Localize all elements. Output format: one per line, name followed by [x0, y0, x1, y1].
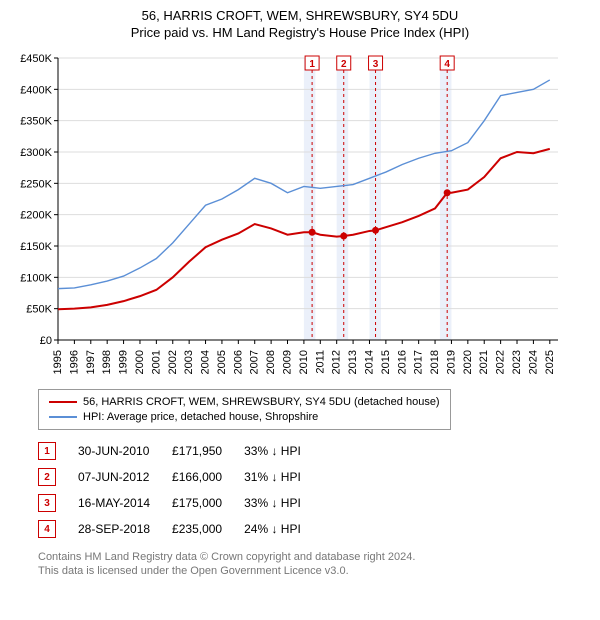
sale-marker: 3 [38, 494, 56, 512]
svg-text:2019: 2019 [445, 350, 457, 374]
svg-text:2: 2 [341, 59, 347, 70]
sales-table: 1 30-JUN-2010£171,95033% ↓ HPI 2 07-JUN-201… [38, 438, 323, 542]
sale-price: £175,000 [172, 490, 244, 516]
chart-title-block: 56, HARRIS CROFT, WEM, SHREWSBURY, SY4 5… [8, 8, 592, 40]
svg-text:2024: 2024 [527, 350, 539, 374]
svg-text:1: 1 [309, 59, 315, 70]
legend-row: HPI: Average price, detached house, Shro… [49, 411, 440, 423]
svg-text:2017: 2017 [413, 350, 425, 374]
title-sub: Price paid vs. HM Land Registry's House … [8, 25, 592, 40]
svg-text:3: 3 [373, 59, 379, 70]
footer-line: This data is licensed under the Open Gov… [38, 564, 592, 578]
chart-container: 1 2 3 4 £0 £50K £100K £150K £200K £250K £300K £350K… [8, 48, 592, 381]
svg-text:2005: 2005 [216, 350, 228, 374]
svg-text:2018: 2018 [429, 350, 441, 374]
table-row: 1 30-JUN-2010£171,95033% ↓ HPI [38, 438, 323, 464]
svg-text:2004: 2004 [200, 350, 212, 374]
svg-text:£250K: £250K [20, 178, 52, 190]
sale-marker: 2 [38, 468, 56, 486]
title-main: 56, HARRIS CROFT, WEM, SHREWSBURY, SY4 5… [8, 8, 592, 23]
svg-text:£50K: £50K [26, 304, 52, 316]
legend-swatch [49, 416, 77, 418]
svg-text:2020: 2020 [462, 350, 474, 374]
legend-row: 56, HARRIS CROFT, WEM, SHREWSBURY, SY4 5… [49, 396, 440, 408]
table-row: 4 28-SEP-2018£235,00024% ↓ HPI [38, 516, 323, 542]
svg-text:1996: 1996 [68, 350, 80, 374]
legend-swatch [49, 401, 77, 403]
svg-text:£0: £0 [40, 335, 52, 347]
legend: 56, HARRIS CROFT, WEM, SHREWSBURY, SY4 5… [38, 389, 451, 430]
svg-text:2006: 2006 [232, 350, 244, 374]
table-row: 2 07-JUN-2012£166,00031% ↓ HPI [38, 464, 323, 490]
svg-text:2000: 2000 [134, 350, 146, 374]
svg-text:1999: 1999 [118, 350, 130, 374]
svg-text:2014: 2014 [363, 350, 375, 374]
svg-text:2003: 2003 [183, 350, 195, 374]
svg-text:2008: 2008 [265, 350, 277, 374]
sale-date: 28-SEP-2018 [78, 516, 172, 542]
svg-text:2009: 2009 [282, 350, 294, 374]
sale-delta: 24% ↓ HPI [244, 516, 323, 542]
svg-text:1995: 1995 [52, 350, 64, 374]
svg-text:2007: 2007 [249, 350, 261, 374]
svg-text:2015: 2015 [380, 350, 392, 374]
svg-text:2016: 2016 [396, 350, 408, 374]
svg-text:2011: 2011 [314, 350, 326, 374]
svg-text:2022: 2022 [495, 350, 507, 374]
svg-text:1997: 1997 [85, 350, 97, 374]
svg-text:2023: 2023 [511, 350, 523, 374]
svg-text:£100K: £100K [20, 272, 52, 284]
svg-text:£350K: £350K [20, 116, 52, 128]
svg-text:£300K: £300K [20, 147, 52, 159]
legend-label: 56, HARRIS CROFT, WEM, SHREWSBURY, SY4 5… [83, 396, 440, 408]
svg-text:£450K: £450K [20, 53, 52, 65]
sale-date: 16-MAY-2014 [78, 490, 172, 516]
sale-delta: 33% ↓ HPI [244, 438, 323, 464]
sale-delta: 31% ↓ HPI [244, 464, 323, 490]
svg-text:2010: 2010 [298, 350, 310, 374]
table-row: 3 16-MAY-2014£175,00033% ↓ HPI [38, 490, 323, 516]
svg-text:£150K: £150K [20, 241, 52, 253]
footer-line: Contains HM Land Registry data © Crown c… [38, 550, 592, 564]
sale-price: £235,000 [172, 516, 244, 542]
footer: Contains HM Land Registry data © Crown c… [38, 550, 592, 579]
sale-marker: 4 [38, 520, 56, 538]
svg-text:2012: 2012 [331, 350, 343, 374]
svg-text:4: 4 [444, 59, 450, 70]
sale-date: 07-JUN-2012 [78, 464, 172, 490]
sale-delta: 33% ↓ HPI [244, 490, 323, 516]
price-chart: 1 2 3 4 £0 £50K £100K £150K £200K £250K £300K £350K… [8, 48, 568, 378]
sale-price: £166,000 [172, 464, 244, 490]
svg-text:£400K: £400K [20, 84, 52, 96]
svg-text:2002: 2002 [167, 350, 179, 374]
svg-text:2001: 2001 [150, 350, 162, 374]
svg-text:£200K: £200K [20, 210, 52, 222]
sale-marker: 1 [38, 442, 56, 460]
legend-label: HPI: Average price, detached house, Shro… [83, 411, 318, 423]
sale-price: £171,950 [172, 438, 244, 464]
svg-text:1998: 1998 [101, 350, 113, 374]
sale-date: 30-JUN-2010 [78, 438, 172, 464]
svg-text:2013: 2013 [347, 350, 359, 374]
svg-text:2021: 2021 [478, 350, 490, 374]
svg-text:2025: 2025 [544, 350, 556, 374]
